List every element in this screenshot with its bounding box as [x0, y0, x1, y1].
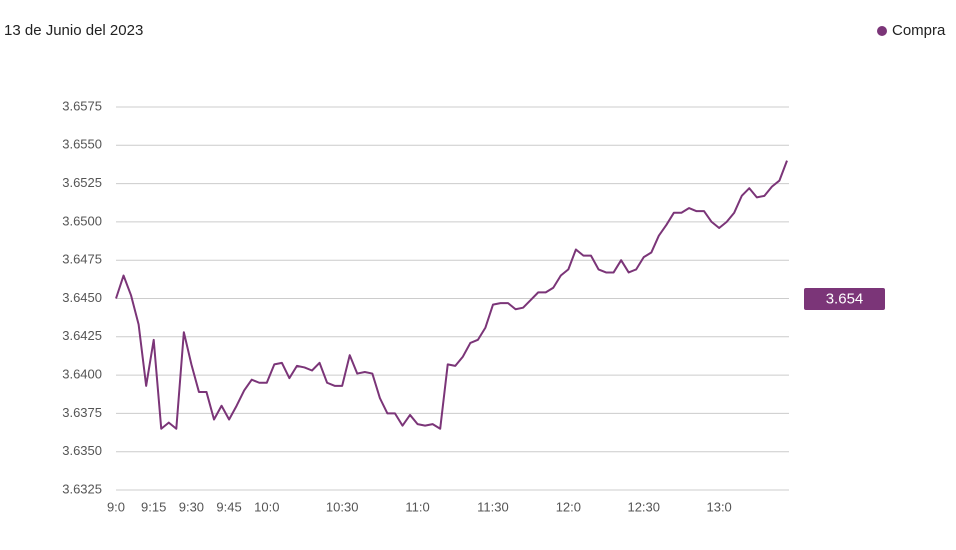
x-tick-label: 12:30 [627, 499, 660, 514]
y-tick-label: 3.6325 [62, 481, 102, 496]
current-value-label: 3.654 [826, 290, 864, 307]
x-tick-label: 11:0 [405, 499, 429, 514]
y-tick-label: 3.6450 [62, 290, 102, 305]
y-tick-label: 3.6500 [62, 213, 102, 228]
y-tick-label: 3.6400 [62, 367, 102, 382]
x-tick-label: 9:45 [216, 499, 241, 514]
x-tick-label: 9:0 [107, 499, 125, 514]
legend-marker [877, 26, 887, 36]
x-tick-label: 10:0 [254, 499, 279, 514]
y-tick-label: 3.6375 [62, 405, 102, 420]
legend-label: Compra [892, 22, 946, 39]
y-tick-label: 3.6350 [62, 443, 102, 458]
y-tick-label: 3.6525 [62, 175, 102, 190]
x-tick-label: 12:0 [556, 499, 581, 514]
chart-title: 13 de Junio del 2023 [4, 22, 143, 39]
x-tick-label: 9:15 [141, 499, 166, 514]
current-value-badge [804, 288, 885, 310]
y-tick-label: 3.6425 [62, 328, 102, 343]
price-line [115, 160, 788, 430]
x-tick-label: 9:30 [179, 499, 204, 514]
y-tick-label: 3.6550 [62, 137, 102, 152]
x-tick-label: 11:30 [477, 499, 509, 514]
x-tick-label: 10:30 [326, 499, 359, 514]
y-tick-label: 3.6475 [62, 252, 102, 267]
x-tick-label: 13:0 [706, 499, 731, 514]
y-tick-label: 3.6575 [62, 98, 102, 113]
